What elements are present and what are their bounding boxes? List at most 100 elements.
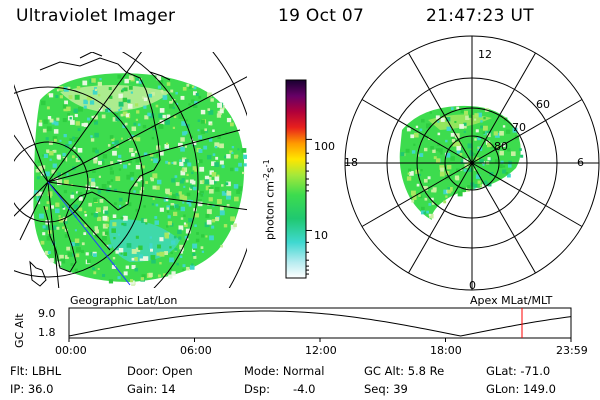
emission-pixel <box>52 241 56 245</box>
mlt-spoke <box>471 52 536 164</box>
emission-pixel <box>459 150 463 153</box>
emission-pixel <box>415 125 419 129</box>
door-readout: Door: Open <box>127 364 193 378</box>
emission-pixel <box>467 143 473 149</box>
emission-pixel <box>115 250 119 254</box>
emission-pixel <box>74 268 78 272</box>
longitude-line <box>47 52 142 183</box>
emission-pixel <box>426 179 430 183</box>
emission-pixel <box>496 145 500 148</box>
satellite-track <box>47 181 131 286</box>
emission-pixel <box>90 251 95 256</box>
emission-pixel <box>114 188 118 192</box>
emission-pixel <box>171 194 177 199</box>
emission-pixel <box>184 223 188 228</box>
emission-pixel <box>166 142 169 145</box>
emission-pixel <box>70 120 75 125</box>
emission-pixel <box>120 137 123 140</box>
emission-pixel <box>114 140 119 145</box>
emission-pixel <box>416 183 420 187</box>
emission-pixel <box>46 126 52 132</box>
emission-pixel <box>241 148 247 153</box>
emission-pixel <box>200 119 205 124</box>
emission-pixel <box>446 117 451 122</box>
emission-pixel <box>125 265 130 269</box>
emission-pixel <box>193 255 197 259</box>
emission-pixel <box>214 142 220 148</box>
emission-pixel <box>425 123 431 129</box>
emission-pixel <box>109 185 112 188</box>
emission-pixel <box>194 100 198 105</box>
emission-pixel <box>186 173 189 177</box>
emission-pixel <box>435 115 440 120</box>
emission-pixel <box>432 187 437 192</box>
emission-pixel <box>192 91 198 96</box>
emission-pixel <box>159 237 164 242</box>
emission-pixel <box>184 145 187 148</box>
emission-pixel <box>47 191 53 197</box>
emission-pixel <box>135 208 139 212</box>
emission-pixel <box>448 186 453 192</box>
dsp-value: -4.0 <box>293 382 316 396</box>
emission-pixel <box>74 238 80 243</box>
emission-pixel <box>195 238 200 243</box>
emission-pixel <box>63 172 67 176</box>
emission-pixel <box>78 106 83 112</box>
emission-pixel <box>92 169 96 173</box>
emission-pixel <box>168 103 174 109</box>
emission-pixel <box>485 183 489 187</box>
emission-pixel <box>96 216 102 222</box>
emission-pixel <box>512 127 518 133</box>
emission-pixel <box>127 99 131 103</box>
mlt-spoke <box>471 162 583 227</box>
emission-pixel <box>68 95 73 99</box>
emission-pixel <box>205 213 210 218</box>
emission-pixel <box>445 139 448 143</box>
emission-pixel <box>47 116 52 120</box>
emission-pixel <box>134 256 138 261</box>
emission-pixel <box>195 92 199 96</box>
emission-pixel <box>172 203 177 208</box>
emission-pixel <box>173 235 177 239</box>
emission-pixel <box>86 95 92 101</box>
emission-pixel <box>182 195 188 201</box>
emission-pixel <box>75 191 79 194</box>
emission-pixel <box>173 211 178 216</box>
emission-pixel <box>141 274 146 279</box>
emission-pixel <box>108 244 112 248</box>
emission-pixel <box>465 115 470 120</box>
emission-pixel <box>405 148 410 153</box>
emission-pixel <box>83 99 88 105</box>
emission-pixel <box>72 136 75 140</box>
coast-segment <box>39 57 161 273</box>
emission-pixel <box>95 186 99 190</box>
emission-pixel <box>156 179 162 185</box>
emission-pixel <box>53 138 57 142</box>
emission-pixel <box>118 154 122 159</box>
emission-pixel <box>123 87 128 92</box>
emission-pixel <box>205 235 208 238</box>
emission-pixel <box>101 159 104 162</box>
emission-pixel <box>157 244 161 249</box>
emission-pixel <box>200 109 206 115</box>
emission-pixel <box>423 211 427 215</box>
emission-pixel <box>122 88 125 91</box>
emission-pixel <box>122 124 126 129</box>
emission-pixel <box>191 263 194 266</box>
emission-pixel <box>130 134 135 139</box>
emission-pixel <box>190 185 194 189</box>
emission-pixel <box>173 115 177 119</box>
emission-pixel <box>92 89 98 95</box>
emission-pixel <box>209 179 215 185</box>
emission-pixel <box>456 141 462 147</box>
emission-pixel <box>165 198 169 202</box>
emission-pixel <box>456 146 461 151</box>
emission-pixel <box>135 118 138 121</box>
emission-pixel <box>101 114 106 119</box>
ip-readout: IP: 36.0 <box>10 382 54 396</box>
emission-pixel <box>100 160 105 166</box>
emission-pixel <box>95 211 99 214</box>
geographic-map <box>14 52 247 288</box>
emission-pixel <box>157 85 162 89</box>
emission-pixel <box>61 205 65 209</box>
